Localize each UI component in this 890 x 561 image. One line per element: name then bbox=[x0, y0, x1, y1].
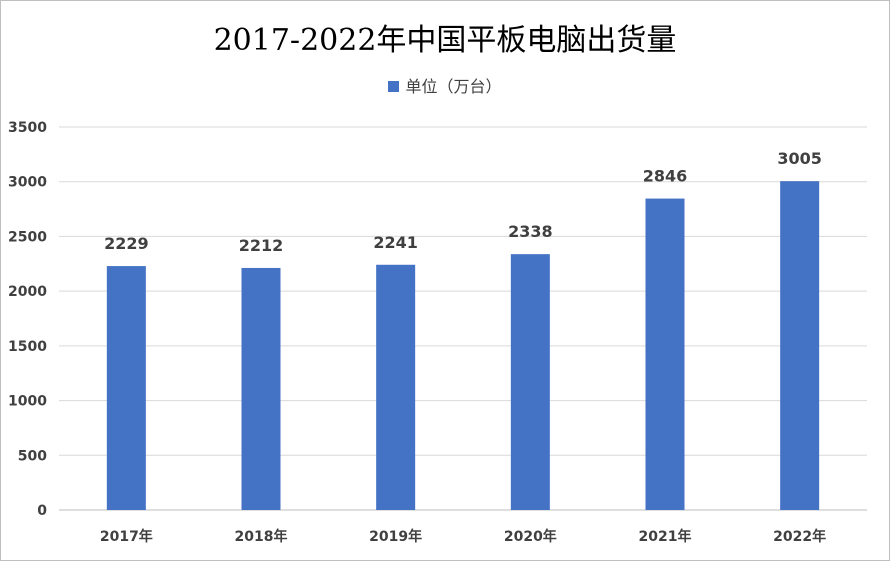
data-label: 2229 bbox=[104, 234, 149, 253]
data-label: 2338 bbox=[508, 222, 553, 241]
x-tick-label: 2017年 bbox=[100, 528, 153, 545]
y-tick-label: 0 bbox=[37, 503, 47, 519]
bar bbox=[780, 181, 820, 510]
x-tick-label: 2021年 bbox=[639, 528, 692, 545]
data-label: 3005 bbox=[777, 149, 822, 168]
y-tick-label: 2000 bbox=[8, 284, 47, 300]
y-tick-label: 1000 bbox=[8, 394, 47, 410]
legend-swatch bbox=[388, 81, 400, 92]
y-tick-label: 1500 bbox=[8, 339, 47, 355]
gridlines bbox=[59, 126, 867, 511]
y-tick-label: 3000 bbox=[8, 175, 47, 191]
data-label: 2241 bbox=[373, 233, 418, 252]
data-label: 2846 bbox=[643, 167, 688, 186]
legend: 单位（万台） bbox=[1, 73, 889, 97]
bar bbox=[510, 254, 550, 510]
bar bbox=[645, 198, 685, 510]
data-labels: 2229 2212 2241 2338 2846 3005 bbox=[104, 149, 822, 255]
bars bbox=[106, 181, 820, 510]
legend-label: 单位（万台） bbox=[405, 77, 502, 96]
bar bbox=[106, 266, 146, 510]
chart-title: 2017-2022年中国平板电脑出货量 bbox=[213, 23, 677, 58]
y-tick-label: 3500 bbox=[8, 120, 47, 136]
bar bbox=[241, 267, 281, 510]
data-label: 2212 bbox=[239, 236, 284, 255]
x-tick-label: 2020年 bbox=[504, 528, 557, 545]
y-axis-ticks: 0 500 1000 1500 2000 2500 3000 3500 bbox=[8, 120, 47, 519]
bar bbox=[376, 264, 416, 510]
x-tick-label: 2022年 bbox=[773, 528, 826, 545]
x-tick-label: 2018年 bbox=[235, 528, 288, 545]
x-axis-ticks: 2017年 2018年 2019年 2020年 2021年 2022年 bbox=[100, 528, 826, 545]
y-tick-label: 2500 bbox=[8, 229, 47, 245]
x-tick-label: 2019年 bbox=[369, 528, 422, 545]
y-tick-label: 500 bbox=[18, 448, 47, 464]
